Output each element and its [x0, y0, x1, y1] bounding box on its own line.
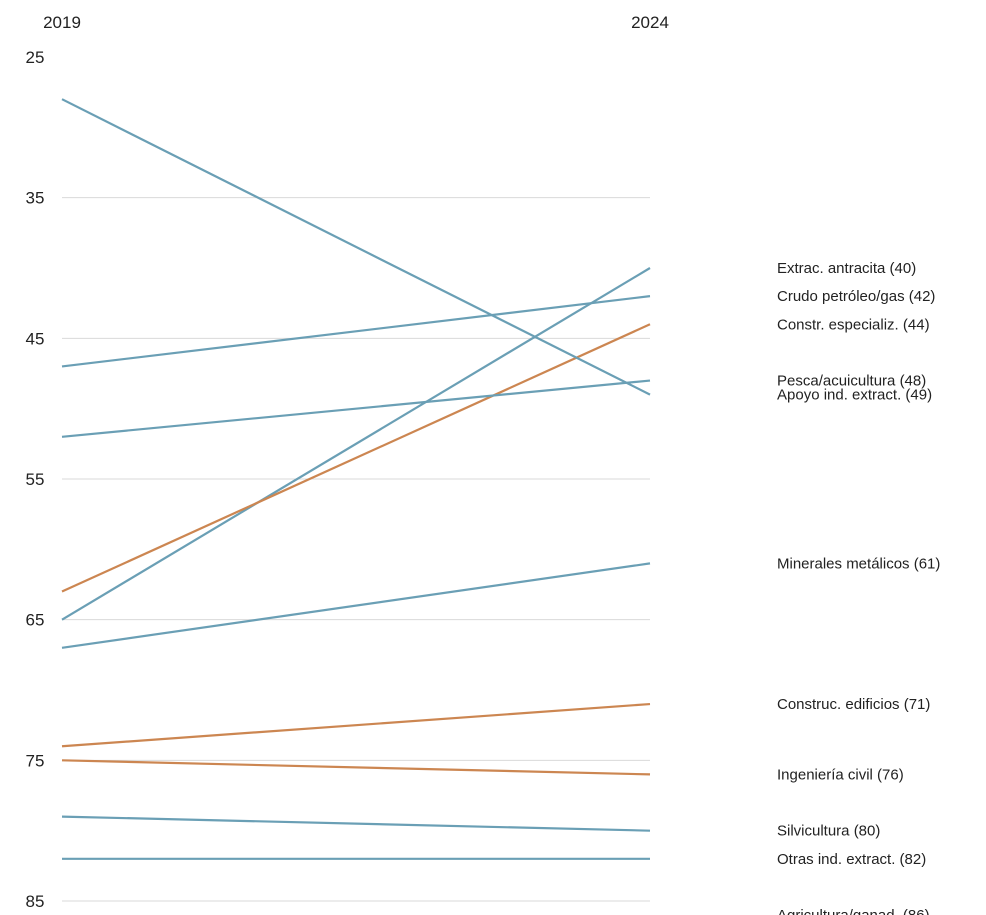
series-label-10: Agricultura/ganad. (86)	[777, 907, 930, 915]
period-labels: 2019 2024	[43, 13, 669, 32]
series-line-1	[61, 295, 651, 368]
series-label-1: Crudo petróleo/gas (42)	[777, 288, 935, 305]
series-line-6	[61, 702, 651, 748]
series-label-9: Otras ind. extract. (82)	[777, 851, 926, 868]
series-label-3: Pesca/acuicultura (48)	[777, 373, 926, 390]
series-line-8	[61, 815, 651, 832]
series-label-2: Constr. especializ. (44)	[777, 316, 930, 333]
series-lines	[61, 98, 651, 860]
series-line-0	[61, 267, 651, 621]
y-axis-ticks: 25 35 45 55 65 75 85	[26, 48, 45, 911]
series-label-7: Ingeniería civil (76)	[777, 766, 904, 783]
series-line-4	[61, 98, 651, 396]
period-label-start: 2019	[43, 13, 81, 32]
period-label-end: 2024	[631, 13, 669, 32]
series-label-5: Minerales metálicos (61)	[777, 555, 940, 572]
y-tick-label-35: 35	[26, 189, 45, 208]
series-labels: Extrac. antracita (40) Crudo petróleo/gas…	[777, 260, 940, 915]
series-label-4: Apoyo ind. extract. (49)	[777, 387, 932, 404]
series-label-0: Extrac. antracita (40)	[777, 260, 916, 277]
y-tick-label-45: 45	[26, 329, 45, 348]
series-line-2	[61, 323, 651, 593]
series-label-8: Silvicultura (80)	[777, 823, 880, 840]
y-tick-label-85: 85	[26, 892, 45, 911]
y-tick-label-65: 65	[26, 611, 45, 630]
series-line-3	[61, 379, 651, 438]
y-tick-label-25: 25	[26, 48, 45, 67]
y-tick-label-75: 75	[26, 751, 45, 770]
series-line-7	[61, 759, 651, 776]
series-label-6: Construc. edificios (71)	[777, 696, 930, 713]
y-tick-label-55: 55	[26, 470, 45, 489]
series-line-5	[61, 562, 651, 649]
gridlines	[62, 197, 650, 902]
